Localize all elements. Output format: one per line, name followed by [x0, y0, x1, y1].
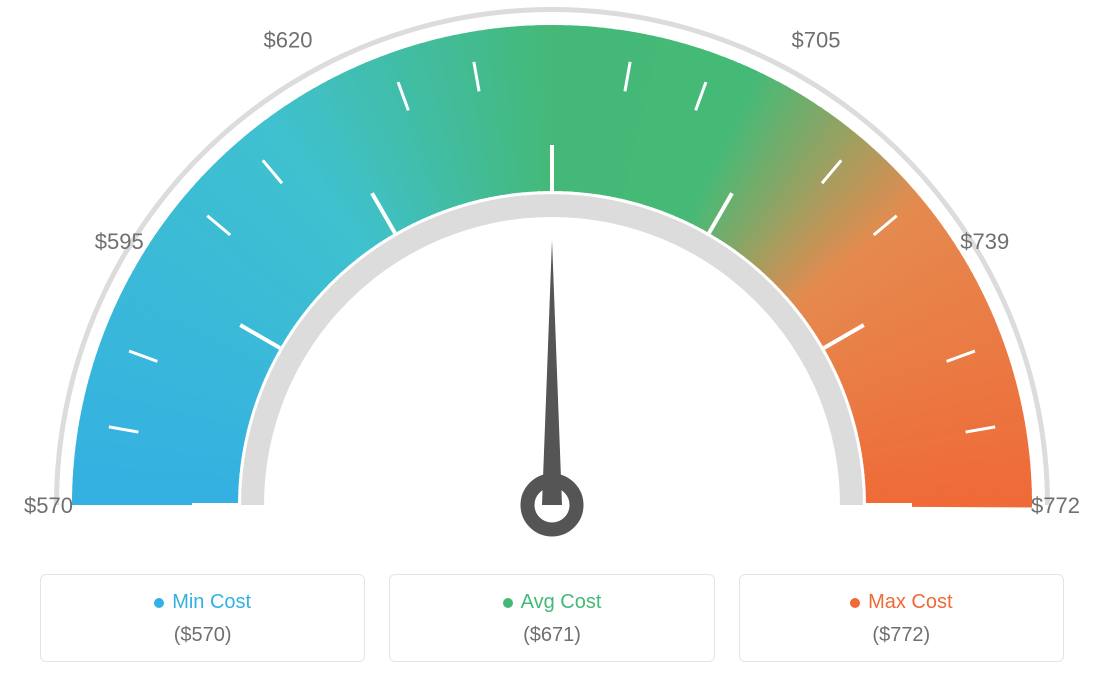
legend-label-max: Max Cost [740, 591, 1063, 614]
legend-label-min: Min Cost [41, 591, 364, 614]
gauge-tick-label: $595 [95, 229, 144, 254]
gauge-tick-label: $772 [1031, 493, 1080, 518]
gauge-svg: $570$595$620$671$705$739$772 [0, 0, 1104, 560]
gauge-tick-label: $705 [792, 28, 841, 53]
legend-value-max: ($772) [740, 624, 1063, 647]
legend-label-max-text: Max Cost [868, 591, 952, 613]
gauge-needle [542, 240, 562, 505]
legend-value-avg: ($671) [390, 624, 713, 647]
legend-label-avg: Avg Cost [390, 591, 713, 614]
legend-dot-min [154, 598, 164, 608]
gauge-tick-label: $739 [960, 229, 1009, 254]
legend-dot-avg [503, 598, 513, 608]
legend-value-min: ($570) [41, 624, 364, 647]
legend-row: Min Cost ($570) Avg Cost ($671) Max Cost… [40, 574, 1064, 662]
legend-label-avg-text: Avg Cost [521, 591, 602, 613]
cost-gauge-chart: $570$595$620$671$705$739$772 [0, 0, 1104, 560]
legend-dot-max [850, 598, 860, 608]
legend-card-avg: Avg Cost ($671) [389, 574, 714, 662]
legend-label-min-text: Min Cost [172, 591, 251, 613]
legend-card-min: Min Cost ($570) [40, 574, 365, 662]
gauge-tick-label: $570 [24, 493, 73, 518]
gauge-tick-label: $620 [264, 28, 313, 53]
legend-card-max: Max Cost ($772) [739, 574, 1064, 662]
